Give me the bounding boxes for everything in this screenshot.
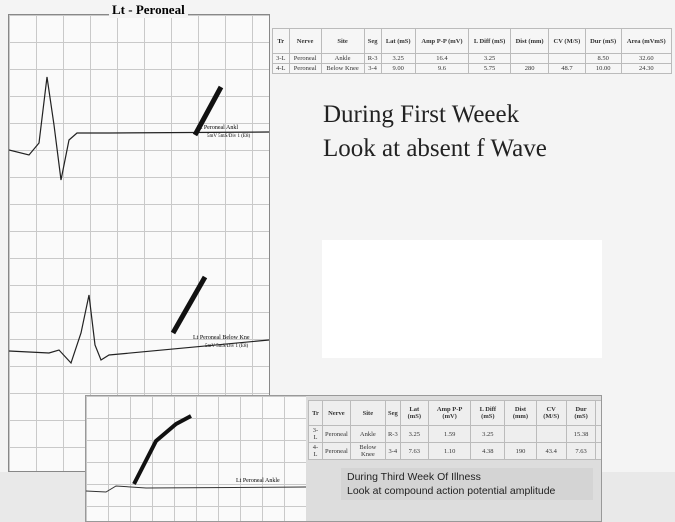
- marker-line: [173, 277, 205, 333]
- cell: 48.7: [549, 64, 586, 74]
- cell: [536, 426, 566, 443]
- annotation-line: Look at compound action potential amplit…: [347, 484, 587, 498]
- cell: Peroneal: [289, 54, 321, 64]
- inset-waveform: Lt Peroneal Ankle: [86, 396, 306, 521]
- cell: 10.00: [585, 64, 621, 74]
- cell: 7.63: [566, 443, 595, 460]
- cell: 280: [511, 64, 549, 74]
- cell: 1.59: [428, 426, 471, 443]
- cell: 3.25: [400, 426, 428, 443]
- blank-area: [322, 240, 602, 358]
- cell: 43.4: [536, 443, 566, 460]
- cell: 3-L: [309, 426, 323, 443]
- cell: 32.60: [621, 54, 671, 64]
- cell: 9.6: [415, 64, 468, 74]
- cell: Ankle: [321, 54, 364, 64]
- cell: 4-L: [273, 64, 290, 74]
- cell: 16.4: [415, 54, 468, 64]
- cell: 7.63: [400, 443, 428, 460]
- trace: [9, 77, 269, 180]
- header-cell: Dur (mS): [566, 401, 595, 426]
- header-cell: Site: [321, 29, 364, 54]
- cell: R-3: [385, 426, 400, 443]
- cell: 15.38: [566, 426, 595, 443]
- trace-label: Lt Peroneal Ankle: [236, 478, 280, 484]
- header-cell: Tr: [309, 401, 323, 426]
- cell: 6: [596, 443, 602, 460]
- header-cell: Site: [350, 401, 385, 426]
- header-cell: Lat (mS): [400, 401, 428, 426]
- cell: 24.30: [621, 64, 671, 74]
- annotation-line: During Third Week Of Illness: [347, 470, 587, 484]
- header-cell: Dist (mm): [511, 29, 549, 54]
- header-cell: L Diff (mS): [469, 29, 511, 54]
- cell: [505, 426, 536, 443]
- header-cell: Dur (mS): [585, 29, 621, 54]
- cell: 5.75: [469, 64, 511, 74]
- cell: [511, 54, 549, 64]
- header-cell: Nerve: [289, 29, 321, 54]
- page: Lt - Peroneal Lt Peroneal Ankl 5mV 5mS/D…: [0, 0, 675, 520]
- cell: Peroneal: [323, 443, 351, 460]
- cell: Below Knee: [350, 443, 385, 460]
- header-cell: Nerve: [323, 401, 351, 426]
- cell: 3-4: [385, 443, 400, 460]
- cell: Below Knee: [321, 64, 364, 74]
- cell: 3.25: [469, 54, 511, 64]
- cell: Ankle: [350, 426, 385, 443]
- inset-trace: [86, 396, 306, 521]
- header-cell: Area (mVmS): [596, 401, 602, 426]
- header-cell: Lat (mS): [381, 29, 415, 54]
- cell: 4-L: [309, 443, 323, 460]
- annotation-line: Look at absent f Wave: [323, 132, 547, 166]
- cell: 4.38: [471, 443, 505, 460]
- cell: 8.50: [585, 54, 621, 64]
- marker-line: [134, 416, 191, 484]
- trace: [86, 486, 306, 492]
- cell: 3-4: [364, 64, 381, 74]
- header-cell: Amp P-P (mV): [415, 29, 468, 54]
- cell: 3.25: [381, 54, 415, 64]
- annotation-line: During First Weeek: [323, 98, 547, 132]
- cell: 1.10: [428, 443, 471, 460]
- cell: 16: [596, 426, 602, 443]
- cell: 190: [505, 443, 536, 460]
- header-cell: CV (M/S): [549, 29, 586, 54]
- marker-line: [195, 87, 221, 135]
- header-cell: L Diff (mS): [471, 401, 505, 426]
- trace: [9, 295, 269, 363]
- cell: [549, 54, 586, 64]
- header-cell: Dist (mm): [505, 401, 536, 426]
- header-cell: Tr: [273, 29, 290, 54]
- header-cell: Seg: [364, 29, 381, 54]
- cell: Peroneal: [323, 426, 351, 443]
- header-cell: Area (mVmS): [621, 29, 671, 54]
- cell: 3-L: [273, 54, 290, 64]
- header-cell: Amp P-P (mV): [428, 401, 471, 426]
- cell: 9.00: [381, 64, 415, 74]
- cell: 3.25: [471, 426, 505, 443]
- header-cell: Seg: [385, 401, 400, 426]
- cell: Peroneal: [289, 64, 321, 74]
- cell: R-3: [364, 54, 381, 64]
- header-cell: CV (M/S): [536, 401, 566, 426]
